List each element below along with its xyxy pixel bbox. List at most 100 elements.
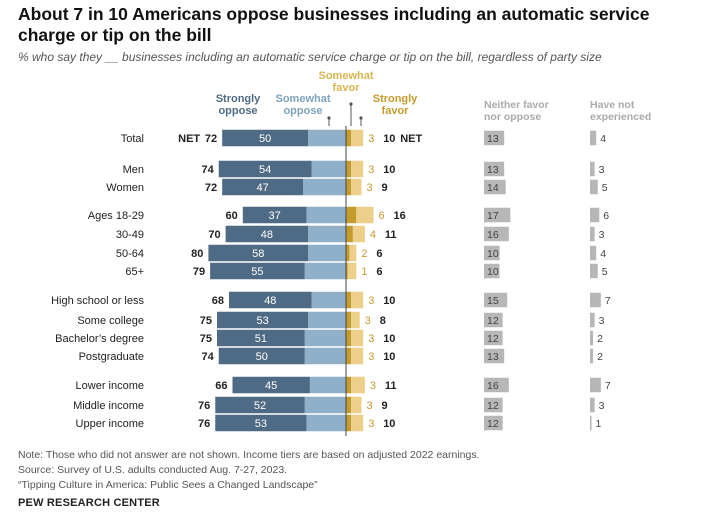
chart-subtitle: % who say they __ businesses including a… bbox=[18, 50, 602, 64]
data-label-strongly-favor: 3 bbox=[366, 182, 372, 194]
bar-not-experienced bbox=[590, 226, 595, 242]
legend-pointer-dot bbox=[327, 116, 331, 120]
data-label-neither: 13 bbox=[487, 164, 499, 176]
bar-not-experienced bbox=[590, 245, 597, 261]
bar-strongly-oppose bbox=[217, 329, 305, 347]
net-favor-value: 10 bbox=[383, 133, 395, 145]
bar-strongly-oppose bbox=[218, 347, 305, 365]
bar-strongly-favor bbox=[346, 329, 352, 347]
chart-title: About 7 in 10 Americans oppose businesse… bbox=[18, 4, 650, 45]
data-label-strongly-favor: 3 bbox=[365, 315, 371, 327]
net-label: NET bbox=[400, 133, 422, 145]
chart-source: Source: Survey of U.S. adults conducted … bbox=[18, 464, 288, 476]
legend-strongly-favor: favor bbox=[382, 105, 410, 117]
bar-strongly-oppose bbox=[217, 311, 309, 329]
data-label-not-experienced: 5 bbox=[602, 182, 608, 194]
bar-neither bbox=[484, 348, 505, 364]
data-label-strongly-favor: 3 bbox=[368, 295, 374, 307]
bar-somewhat-oppose bbox=[309, 376, 346, 394]
net-oppose-value: 76 bbox=[198, 400, 210, 412]
bar-neither bbox=[484, 245, 500, 261]
data-label-not-experienced: 1 bbox=[596, 418, 602, 430]
bar-neither bbox=[484, 207, 511, 223]
bar-somewhat-oppose bbox=[304, 396, 346, 414]
category-label: 30-49 bbox=[116, 229, 144, 241]
data-label-neither: 17 bbox=[487, 210, 499, 222]
category-label: 50-64 bbox=[116, 248, 144, 260]
chart-note: Note: Those who did not answer are not s… bbox=[18, 449, 480, 461]
data-label-not-experienced: 4 bbox=[600, 248, 606, 260]
data-label-neither: 16 bbox=[487, 229, 499, 241]
legend-somewhat-favor: favor bbox=[333, 82, 361, 94]
chart-report-title: “Tipping Culture in America: Public Sees… bbox=[18, 479, 318, 491]
data-label-not-experienced: 2 bbox=[597, 351, 603, 363]
category-label: Some college bbox=[77, 315, 144, 327]
bar-somewhat-oppose bbox=[304, 329, 346, 347]
data-label-strongly-favor: 4 bbox=[370, 229, 376, 241]
bar-strongly-favor bbox=[346, 347, 352, 365]
bar-neither bbox=[484, 377, 509, 393]
net-oppose-value: 79 bbox=[193, 266, 205, 278]
net-favor-value: 8 bbox=[380, 315, 386, 327]
pew-logo-text: PEW RESEARCH CENTER bbox=[18, 497, 160, 509]
data-label-neither: 16 bbox=[487, 380, 499, 392]
category-label: Total bbox=[121, 133, 144, 145]
bar-neither bbox=[484, 130, 505, 146]
bar-somewhat-oppose bbox=[304, 262, 346, 280]
net-oppose-value: 60 bbox=[226, 210, 238, 222]
data-label-neither: 15 bbox=[487, 295, 499, 307]
data-label-not-experienced: 3 bbox=[599, 164, 605, 176]
data-label-not-experienced: 3 bbox=[599, 229, 605, 241]
data-label-strongly-oppose: 53 bbox=[255, 418, 267, 430]
net-favor-value: 6 bbox=[376, 248, 382, 260]
bar-strongly-oppose bbox=[215, 414, 307, 432]
data-label-strongly-oppose: 47 bbox=[256, 182, 268, 194]
data-label-strongly-oppose: 58 bbox=[252, 248, 264, 260]
net-oppose-value: 66 bbox=[215, 380, 227, 392]
legend-not-experienced: experienced bbox=[590, 111, 651, 123]
bar-somewhat-favor bbox=[351, 347, 364, 365]
legend-pointer-dot bbox=[359, 116, 363, 120]
category-label: Postgraduate bbox=[79, 351, 144, 363]
net-favor-value: 9 bbox=[381, 182, 387, 194]
net-oppose-value: 70 bbox=[208, 229, 220, 241]
net-favor-value: 10 bbox=[383, 295, 395, 307]
bar-strongly-oppose bbox=[229, 291, 312, 309]
bar-somewhat-favor bbox=[351, 311, 360, 329]
data-label-strongly-oppose: 50 bbox=[256, 351, 268, 363]
data-label-strongly-oppose: 48 bbox=[264, 295, 276, 307]
net-oppose-value: 76 bbox=[198, 418, 210, 430]
net-favor-value: 10 bbox=[383, 164, 395, 176]
bar-somewhat-oppose bbox=[306, 206, 346, 224]
bar-strongly-favor bbox=[346, 376, 352, 394]
data-label-neither: 10 bbox=[487, 266, 499, 278]
bar-somewhat-favor bbox=[351, 396, 362, 414]
bar-somewhat-oppose bbox=[308, 129, 346, 147]
category-label: Men bbox=[123, 164, 144, 176]
data-label-neither: 13 bbox=[487, 351, 499, 363]
bar-not-experienced bbox=[590, 179, 598, 195]
bar-neither bbox=[484, 415, 503, 431]
bar-somewhat-favor bbox=[351, 178, 362, 196]
net-favor-value: 9 bbox=[381, 400, 387, 412]
bar-somewhat-oppose bbox=[304, 347, 346, 365]
bar-somewhat-oppose bbox=[311, 160, 346, 178]
legend-pointer-dot bbox=[349, 102, 353, 106]
legend-neither: Neither favor bbox=[484, 99, 549, 111]
bar-not-experienced bbox=[590, 207, 600, 223]
bar-somewhat-oppose bbox=[311, 291, 346, 309]
bar-strongly-favor bbox=[346, 129, 352, 147]
data-label-neither: 12 bbox=[487, 418, 499, 430]
category-label: Upper income bbox=[76, 418, 144, 430]
bar-strongly-favor bbox=[346, 262, 348, 280]
data-label-not-experienced: 3 bbox=[599, 400, 605, 412]
bar-not-experienced bbox=[590, 292, 601, 308]
bar-somewhat-favor bbox=[351, 129, 364, 147]
category-label: Middle income bbox=[73, 400, 144, 412]
net-oppose-value: 68 bbox=[212, 295, 224, 307]
net-favor-value: 11 bbox=[385, 380, 397, 392]
data-label-strongly-oppose: 53 bbox=[256, 315, 268, 327]
category-label: Bachelor’s degree bbox=[55, 333, 144, 345]
bar-somewhat-oppose bbox=[308, 244, 346, 262]
bar-somewhat-oppose bbox=[308, 311, 346, 329]
